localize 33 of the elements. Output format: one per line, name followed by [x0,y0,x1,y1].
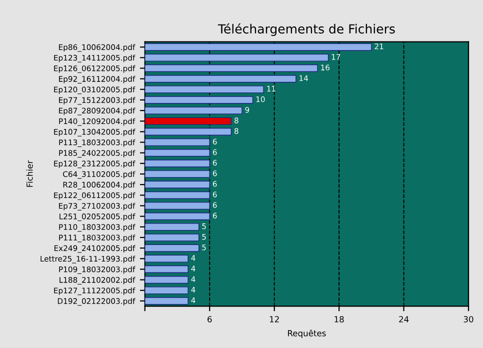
bar [144,212,210,220]
bar [144,106,242,114]
bar [144,43,372,51]
bar [144,170,210,178]
bar [144,276,188,284]
x-tick-label: 18 [334,316,344,322]
bar [144,254,188,262]
bar [144,117,232,125]
bar [144,160,210,168]
bar [144,297,188,305]
bar [144,54,329,62]
bar [144,265,188,273]
bar [144,244,200,252]
bar [144,75,296,83]
bar [144,191,210,199]
bar [144,234,200,242]
bar [144,180,210,188]
y-axis-title: Fichier [26,160,33,187]
bar [144,138,210,146]
bar [144,223,200,231]
chart-title: Téléchargements de Fichiers [218,23,395,36]
bar [144,286,188,294]
x-tick-label: 6 [208,316,212,322]
x-axis-title: Requêtes [288,330,326,338]
x-tick-label: 30 [464,316,474,322]
x-tick-label: 24 [399,316,409,322]
bar [144,86,264,94]
bar [144,64,318,72]
bar [144,96,254,104]
x-tick-label: 12 [270,316,279,322]
bar [144,149,210,157]
bar [144,202,210,210]
bar [144,128,232,136]
